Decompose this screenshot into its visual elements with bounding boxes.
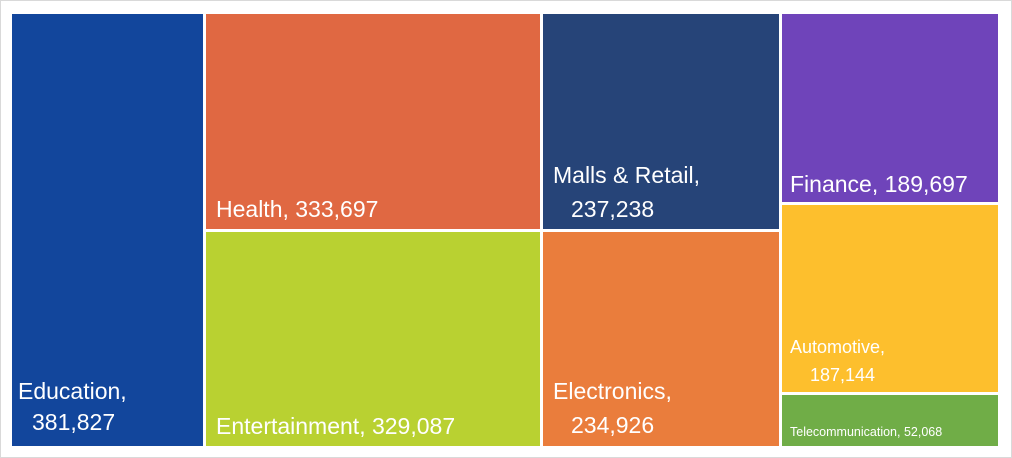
tile-label-malls-retail: Malls & Retail, 237,238: [553, 162, 700, 222]
tile-label-line-automotive-1: 187,144: [810, 365, 875, 385]
tile-label-line-malls-retail-1: 237,238: [571, 196, 654, 222]
tile-health: [206, 14, 540, 229]
tile-finance: [782, 14, 998, 202]
tile-label-line-education-0: Education,: [18, 378, 127, 404]
tile-label-line-finance-0: Finance, 189,697: [790, 171, 968, 197]
tile-label-education: Education, 381,827: [18, 378, 127, 435]
tile-label-telecommunication: Telecommunication, 52,068: [790, 425, 942, 439]
tile-label-automotive: Automotive, 187,144: [790, 337, 885, 385]
tile-label-line-entertainment-0: Entertainment, 329,087: [216, 413, 455, 439]
tile-label-finance: Finance, 189,697: [790, 171, 968, 197]
tile-label-line-telecommunication-0: Telecommunication, 52,068: [790, 425, 942, 439]
tile-label-electronics: Electronics, 234,926: [553, 378, 672, 438]
tile-label-line-education-1: 381,827: [32, 409, 115, 435]
tile-label-line-electronics-1: 234,926: [571, 412, 654, 438]
tile-label-line-malls-retail-0: Malls & Retail,: [553, 162, 700, 188]
tile-education: [12, 14, 203, 446]
tile-electronics: [543, 232, 779, 446]
tile-label-health: Health, 333,697: [216, 196, 378, 222]
tile-telecommunication: [782, 395, 998, 446]
tile-entertainment: [206, 232, 540, 446]
tile-label-entertainment: Entertainment, 329,087: [216, 413, 455, 439]
tile-malls-retail: [543, 14, 779, 229]
tile-label-line-automotive-0: Automotive,: [790, 337, 885, 357]
tile-label-line-electronics-0: Electronics,: [553, 378, 672, 404]
tile-automotive: [782, 205, 998, 392]
tile-label-line-health-0: Health, 333,697: [216, 196, 378, 222]
